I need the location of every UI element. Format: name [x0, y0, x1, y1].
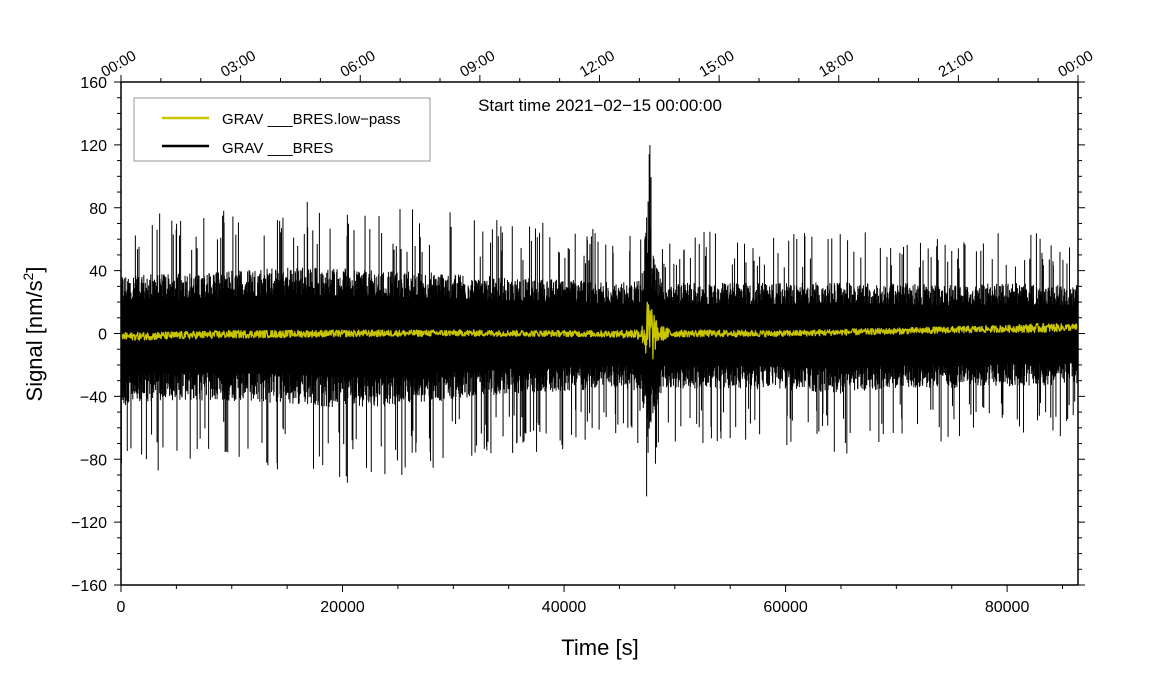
- x-axis-label: Time [s]: [561, 635, 638, 660]
- y-tick-label: −160: [71, 578, 107, 595]
- legend-label-low-pass: GRAV ___BRES.low−pass: [222, 111, 401, 128]
- chart-title: Start time 2021−02−15 00:00:00: [478, 96, 722, 115]
- y-tick-label: 120: [80, 138, 107, 155]
- x-tick-label: 40000: [542, 599, 587, 616]
- x-tick-label: 80000: [985, 599, 1030, 616]
- x-tick-label: 60000: [763, 599, 808, 616]
- x-tick-label: 0: [117, 599, 126, 616]
- y-tick-label: 80: [89, 201, 107, 218]
- y-tick-label: −120: [71, 515, 107, 532]
- legend-box: [133, 97, 431, 162]
- plot-area: [121, 145, 1078, 497]
- y-tick-label: 160: [80, 75, 107, 92]
- y-tick-label: −80: [80, 452, 107, 469]
- y-axis-label-main: Signal [nm/s: [22, 280, 47, 401]
- y-axis-label-end: ]: [22, 267, 47, 273]
- y-tick-label: −40: [80, 389, 107, 406]
- series-low-pass: [121, 301, 1078, 360]
- y-axis-label: Signal [nm/s2]: [20, 267, 47, 402]
- y-tick-label: 0: [98, 327, 107, 344]
- y-axis-label-superscript: 2: [20, 272, 36, 280]
- legend: GRAV ___BRES.low−pass GRAV ___BRES: [133, 97, 431, 162]
- legend-label-raw: GRAV ___BRES: [222, 140, 333, 157]
- x-tick-label: 20000: [320, 599, 365, 616]
- y-tick-label: 40: [89, 264, 107, 281]
